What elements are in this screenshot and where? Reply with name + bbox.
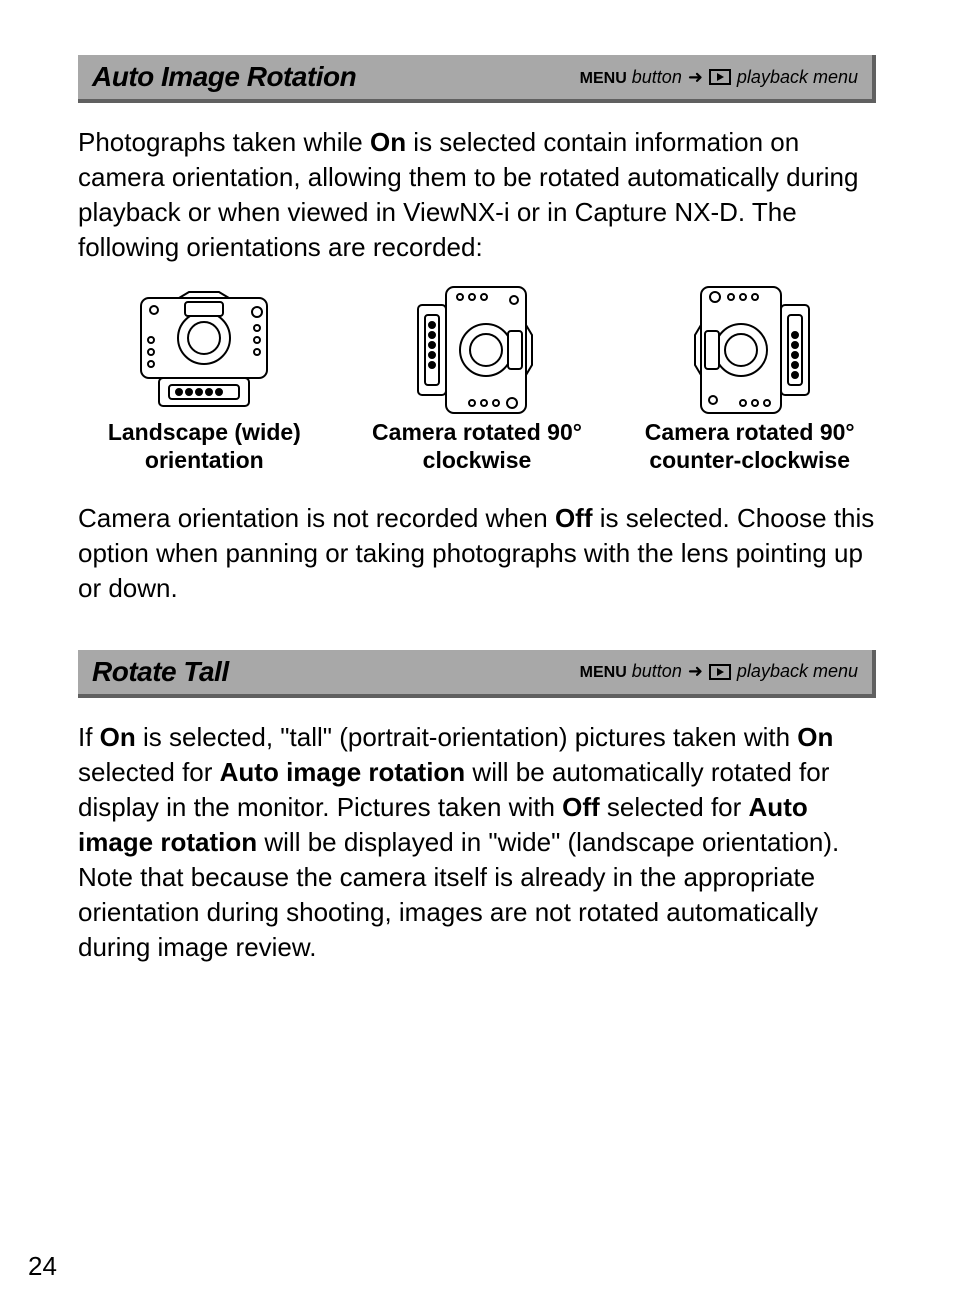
- menu-button-label: MENU button: [580, 661, 682, 682]
- camera-landscape-icon: [129, 285, 279, 415]
- section-title: Rotate Tall: [92, 656, 229, 688]
- menu-button-label: MENU button: [580, 67, 682, 88]
- page-number: 24: [28, 1251, 57, 1282]
- paragraph-rotate-tall: If On is selected, "tall" (portrait-orie…: [78, 720, 876, 966]
- orientation-caption: Landscape (wide) orientation: [108, 419, 301, 474]
- orientation-caption: Camera rotated 90° clockwise: [372, 419, 582, 474]
- playback-menu-label: playback menu: [737, 67, 858, 88]
- section-header-rotate-tall: Rotate Tall MENU button ➜ playback menu: [78, 650, 876, 698]
- playback-icon: [709, 69, 731, 85]
- orientations-row: Landscape (wide) orientation: [78, 285, 876, 474]
- orientation-landscape: Landscape (wide) orientation: [78, 285, 331, 474]
- paragraph-1: Photographs taken while On is selected c…: [78, 125, 876, 265]
- orientation-counterclockwise: Camera rotated 90° counter-clockwise: [623, 285, 876, 474]
- arrow-icon: ➜: [688, 67, 703, 88]
- section-title: Auto Image Rotation: [92, 61, 356, 93]
- section-header-auto-rotation: Auto Image Rotation MENU button ➜ playba…: [78, 55, 876, 103]
- playback-icon: [709, 664, 731, 680]
- paragraph-2: Camera orientation is not recorded when …: [78, 501, 876, 606]
- camera-clockwise-icon: [417, 285, 537, 415]
- orientation-caption: Camera rotated 90° counter-clockwise: [645, 419, 855, 474]
- arrow-icon: ➜: [688, 661, 703, 682]
- menu-path: MENU button ➜ playback menu: [580, 661, 858, 682]
- camera-counterclockwise-icon: [690, 285, 810, 415]
- menu-path: MENU button ➜ playback menu: [580, 67, 858, 88]
- playback-menu-label: playback menu: [737, 661, 858, 682]
- orientation-clockwise: Camera rotated 90° clockwise: [351, 285, 604, 474]
